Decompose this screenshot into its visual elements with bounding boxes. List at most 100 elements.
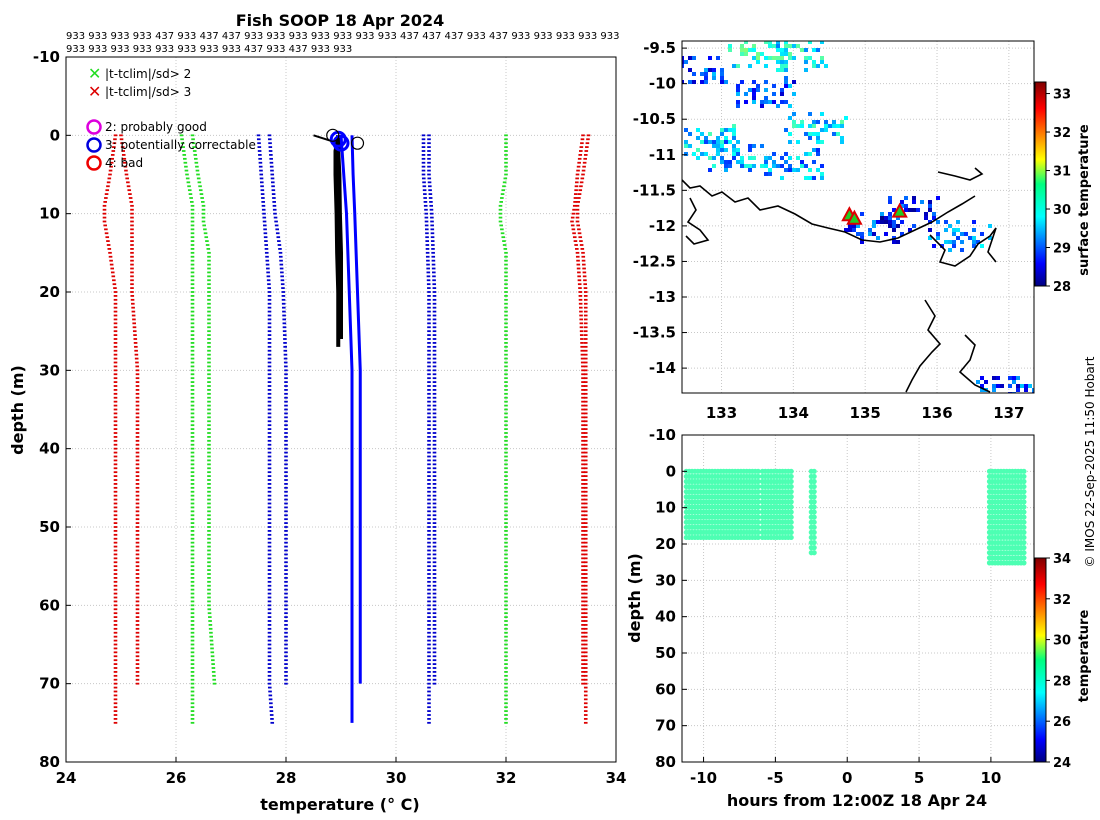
clim-point-4-74 (267, 424, 272, 427)
clim-point-10-24 (571, 228, 576, 231)
clim-point-0-47 (113, 318, 118, 321)
clim-point-3-137 (211, 671, 216, 673)
clim-point-8-31 (504, 255, 508, 258)
clim-point-6-52 (427, 338, 431, 340)
clim-point-5-23 (274, 224, 279, 227)
clim-point-0-68 (113, 400, 118, 403)
clim-point-9-108 (583, 557, 588, 560)
clim-point-0-128 (113, 635, 118, 638)
clim-point-7-93 (432, 498, 437, 501)
sst-pixel-9-42 (908, 228, 912, 232)
clim-point-1-8 (123, 165, 128, 168)
clim-point-0-122 (113, 612, 118, 615)
clim-point-0-57 (113, 357, 118, 360)
sst-pixel-2-31 (668, 64, 672, 68)
sst-pixel-5-24 (724, 160, 728, 164)
td-cb-tick-label-0: 24 (1053, 756, 1071, 771)
sst-pixel-6-44 (796, 168, 800, 172)
td-point-4-26 (811, 514, 817, 520)
clim-point-0-115 (113, 584, 118, 587)
sst-pixel-0-23 (756, 52, 760, 56)
sst-pixel-10-42 (948, 224, 952, 228)
clim-point-8-100 (504, 526, 508, 528)
clim-point-3-88 (207, 479, 211, 481)
clim-point-10-0 (581, 134, 585, 137)
clim-point-6-20 (424, 212, 429, 215)
td-colorbar-label: temperature (1077, 610, 1092, 703)
clim-point-4-139 (267, 678, 272, 681)
clim-point-8-47 (504, 318, 508, 321)
map-xtick-label-3: 136 (921, 404, 952, 422)
clim-point-9-129 (583, 639, 588, 642)
clim-point-5-100 (284, 526, 288, 528)
clim-point-2-145 (190, 702, 195, 705)
sst-pixel-2-11 (704, 72, 708, 76)
clim-point-4-143 (268, 694, 273, 697)
credit-text: © IMOS 22-Sep-2025 11:50 Hobart (1083, 356, 1097, 567)
clim-point-10-129 (581, 639, 585, 642)
clim-point-4-94 (267, 502, 272, 505)
clim-point-4-39 (267, 287, 272, 289)
clim-point-7-78 (432, 439, 437, 442)
sst-pixel-5-15 (736, 160, 740, 164)
sst-pixel-0-37 (776, 48, 780, 52)
sst-pixel-3-44 (784, 80, 788, 84)
clim-point-8-86 (504, 471, 508, 474)
clim-point-4-18 (261, 204, 266, 207)
clim-point-7-138 (432, 674, 437, 677)
map-cb-tick-label-4: 32 (1053, 126, 1071, 141)
clim-point-8-27 (502, 240, 506, 242)
clim-point-1-50 (132, 330, 137, 333)
clim-point-10-70 (581, 408, 585, 411)
sst-pixel-5-12 (736, 152, 740, 156)
clim-point-6-19 (424, 208, 428, 211)
clim-point-10-66 (581, 392, 585, 395)
clim-point-7-6 (427, 157, 431, 160)
clim-point-5-71 (284, 412, 288, 415)
clim-point-8-73 (504, 420, 508, 423)
clim-point-8-128 (504, 635, 508, 638)
sst-pixel-9-1 (904, 196, 908, 200)
clim-point-7-27 (430, 240, 435, 242)
clim-point-8-146 (504, 706, 508, 709)
clim-point-3-50 (207, 330, 211, 333)
clim-point-4-100 (267, 526, 272, 528)
sst-pixel-7-36 (808, 112, 812, 116)
clim-point-3-124 (208, 620, 212, 622)
clim-point-10-30 (575, 251, 580, 254)
td-xtick-label-4: 10 (980, 769, 1001, 787)
clim-point-5-65 (284, 389, 288, 391)
clim-point-6-108 (427, 557, 431, 560)
clim-point-6-8 (421, 165, 426, 168)
sst-pixel-7-17 (796, 140, 800, 144)
clim-point-4-16 (261, 197, 265, 199)
clim-point-2-90 (190, 486, 195, 489)
sst-pixel-9-34 (912, 200, 916, 204)
clim-point-0-86 (113, 471, 118, 474)
sst-pixel-4-44 (724, 136, 728, 140)
clim-point-2-67 (190, 396, 195, 399)
sst-pixel-2-33 (682, 80, 684, 84)
sst-pixel-2-8 (676, 60, 680, 64)
clim-point-8-52 (504, 338, 508, 340)
sst-pixel-1-42 (776, 44, 780, 48)
map-ytick-label-3: -11 (649, 146, 676, 164)
clim-point-2-117 (190, 592, 195, 595)
clim-point-2-91 (190, 490, 195, 493)
clim-point-9-136 (583, 667, 588, 669)
clim-point-6-124 (427, 620, 431, 622)
clim-point-1-107 (135, 553, 140, 556)
clim-point-0-18 (102, 204, 107, 207)
clim-point-1-5 (121, 154, 126, 156)
td-point-5-232 (1021, 489, 1027, 495)
clim-point-3-135 (211, 663, 215, 665)
sst-pixel-4-35 (728, 128, 732, 132)
clim-point-3-6 (194, 157, 198, 160)
sst-pixel-9-26 (932, 212, 936, 216)
clim-point-3-46 (207, 314, 211, 317)
sst-pixel-2-7 (724, 80, 728, 84)
sst-pixel-0-44 (768, 41, 772, 44)
clim-point-10-130 (581, 643, 585, 646)
clim-point-7-13 (428, 185, 432, 188)
